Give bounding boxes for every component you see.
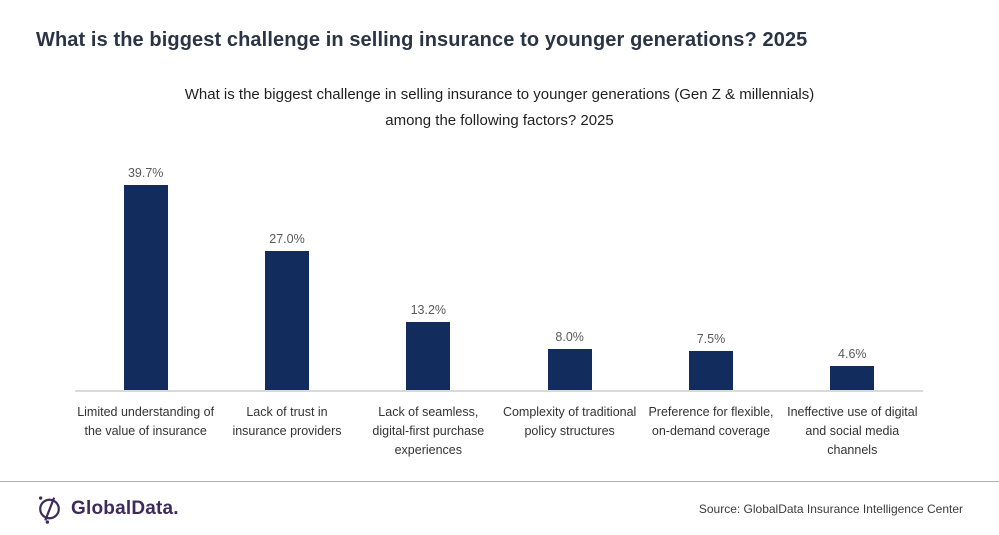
category-label: Lack of trust in insurance providers (232, 405, 342, 438)
chart-subtitle: What is the biggest challenge in selling… (184, 86, 815, 129)
bar-value-label: 27.0% (269, 231, 305, 246)
logo-text: GlobalData. (71, 497, 179, 519)
globaldata-logo: GlobalData. (36, 494, 179, 524)
bar (830, 366, 875, 390)
bar-group: 13.2% (358, 303, 499, 390)
bar (547, 348, 592, 390)
page-title: What is the biggest challenge in selling… (36, 29, 808, 51)
category-label: Preference for flexible, on-demand cover… (648, 405, 774, 438)
bar-value-label: 39.7% (127, 166, 164, 180)
chart-plot-area: 39.7% 27.0% 13.2% 8.0% 7.5% 4.6% (75, 155, 923, 392)
bar-group: 8.0% (499, 330, 640, 390)
bar (264, 250, 309, 390)
bar-group: 4.6% (782, 347, 923, 390)
footer: GlobalData. Source: GlobalData Insurance… (0, 481, 999, 535)
chart-category-axis: Limited understanding of the value of in… (75, 392, 923, 459)
category-label: Lack of seamless, digital-first purchase… (372, 405, 485, 457)
bar (688, 351, 733, 390)
category-label: Complexity of traditional policy structu… (502, 405, 637, 438)
bar-group: 7.5% (640, 332, 781, 390)
source-text: Source: GlobalData Insurance Intelligenc… (698, 501, 963, 516)
category-label: Ineffective use of digital and social me… (787, 405, 918, 457)
bar-value-label: 7.5% (696, 332, 726, 347)
category-label: Limited understanding of the value of in… (77, 405, 215, 438)
bar (406, 321, 451, 390)
bar-value-label: 8.0% (555, 329, 584, 344)
bar-group: 39.7% (75, 166, 216, 390)
globaldata-globe-icon (38, 495, 60, 524)
bar-group: 27.0% (216, 232, 357, 390)
bar-chart: 39.7% 27.0% 13.2% 8.0% 7.5% 4.6% Limited unde… (75, 155, 923, 459)
bar-value-label: 4.6% (838, 347, 867, 362)
bar-value-label: 13.2% (410, 302, 447, 317)
bar (123, 185, 168, 390)
